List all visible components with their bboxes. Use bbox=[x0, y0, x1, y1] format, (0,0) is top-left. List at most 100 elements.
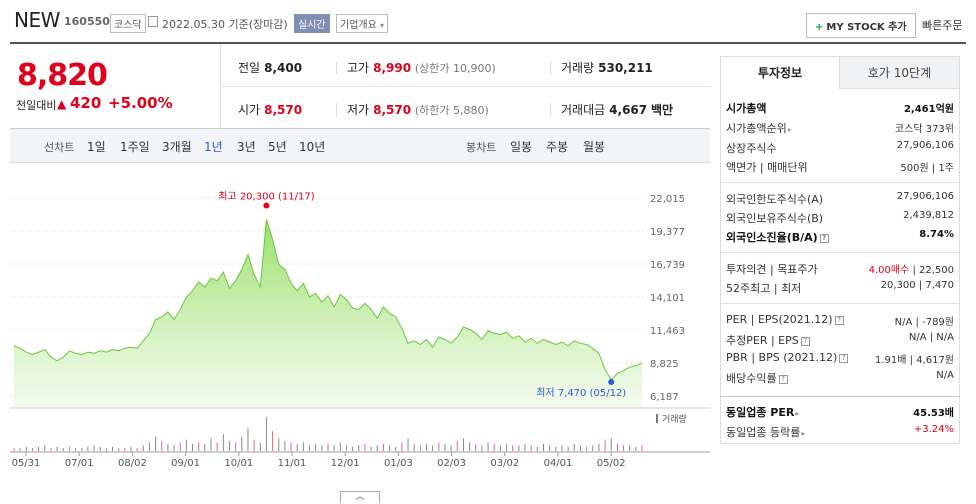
y-tick-label: 14,101 bbox=[650, 293, 685, 304]
stock-name: NEW bbox=[14, 8, 60, 32]
volume-bar bbox=[161, 441, 163, 451]
volume-bar bbox=[586, 446, 588, 451]
volume-bar bbox=[228, 441, 230, 451]
volume-bar bbox=[167, 443, 169, 451]
tab-invest-info[interactable]: 투자정보 bbox=[721, 57, 839, 89]
x-tick-label: 05/02 bbox=[597, 458, 626, 469]
max-point bbox=[263, 202, 270, 209]
current-price: 8,820 bbox=[17, 58, 108, 93]
period-1y-button[interactable]: 1년 bbox=[204, 140, 223, 154]
chevron-right-icon: ▸ bbox=[801, 429, 806, 438]
price-chart[interactable]: 22,015 19,377 16,739 14,101 11,463 8,825 6,187… bbox=[10, 164, 710, 504]
period-10y-button[interactable]: 10년 bbox=[299, 140, 326, 154]
volume-bar bbox=[38, 446, 40, 451]
period-3y-button[interactable]: 3년 bbox=[237, 140, 256, 154]
add-mystock-label: MY STOCK 추가 bbox=[826, 22, 907, 33]
volume-bar bbox=[185, 439, 187, 451]
volume-bar bbox=[136, 448, 138, 451]
up-triangle-icon: ▲ bbox=[57, 97, 67, 111]
price-area bbox=[14, 219, 642, 408]
volume-bar bbox=[481, 445, 483, 451]
period-3m-button[interactable]: 3개월 bbox=[162, 140, 192, 154]
candle-monthly-button[interactable]: 월봉 bbox=[583, 140, 606, 154]
period-5y-button[interactable]: 5년 bbox=[268, 140, 287, 154]
volume-bar bbox=[370, 446, 372, 451]
realtime-button[interactable]: 실시간 bbox=[294, 14, 330, 33]
chart-expand-button[interactable]: ︿ bbox=[340, 491, 380, 503]
volume-bar bbox=[573, 443, 575, 451]
volume-bar bbox=[105, 448, 107, 451]
volume-bar bbox=[99, 446, 101, 451]
help-icon: ? bbox=[800, 337, 810, 346]
candle-daily-button[interactable]: 일봉 bbox=[510, 140, 533, 154]
volume-bar bbox=[155, 436, 157, 451]
tab-hoga[interactable]: 호가 10단계 bbox=[839, 57, 959, 89]
volume-bar bbox=[290, 442, 292, 451]
volume-bar bbox=[462, 438, 464, 451]
divider bbox=[220, 86, 710, 87]
quick-order-link[interactable]: 빠른주문 bbox=[922, 19, 963, 32]
volume-bar bbox=[450, 445, 452, 451]
volume-bar bbox=[456, 441, 458, 451]
volume-bar bbox=[259, 442, 261, 451]
volume: 거래량 530,211 bbox=[561, 61, 653, 75]
chevron-right-icon: ▸ bbox=[787, 125, 792, 134]
volume-bar bbox=[579, 445, 581, 451]
volume-bar bbox=[31, 448, 33, 451]
company-overview-dropdown[interactable]: 기업개요 ▾ bbox=[336, 14, 389, 33]
volume-bar bbox=[610, 438, 612, 451]
help-icon: ? bbox=[819, 234, 829, 243]
add-mystock-button[interactable]: + MY STOCK 추가 bbox=[806, 13, 916, 38]
volume-bar bbox=[438, 442, 440, 451]
divider bbox=[720, 396, 960, 397]
divider bbox=[336, 61, 337, 75]
calendar-icon bbox=[148, 16, 158, 27]
volume-bar bbox=[327, 443, 329, 451]
plus-icon: + bbox=[815, 22, 824, 33]
max-label: 최고 20,300 (11/17) bbox=[218, 190, 314, 202]
volume-bar bbox=[524, 443, 526, 451]
help-icon: ? bbox=[778, 375, 788, 384]
volume-bar bbox=[87, 446, 89, 451]
volume-bar bbox=[142, 445, 144, 451]
volume-bar bbox=[118, 448, 120, 451]
period-1w-button[interactable]: 1주일 bbox=[120, 140, 150, 154]
volume-bar bbox=[68, 446, 70, 451]
volume-bar bbox=[56, 446, 58, 451]
volume-bar bbox=[561, 445, 563, 451]
volume-bar bbox=[635, 446, 637, 451]
volume-bar bbox=[518, 445, 520, 451]
volume-bar bbox=[19, 448, 21, 451]
x-tick-label: 08/02 bbox=[118, 458, 147, 469]
volume-bar bbox=[222, 434, 224, 451]
trade-amount: 거래대금 4,667 백만 bbox=[561, 103, 674, 117]
volume-bar bbox=[235, 442, 237, 451]
volume-bar bbox=[493, 443, 495, 451]
volume-bar bbox=[315, 443, 317, 451]
divider bbox=[721, 303, 959, 304]
volume-bar bbox=[475, 443, 477, 451]
volume-bar bbox=[395, 446, 397, 451]
min-point bbox=[608, 378, 615, 385]
volume-bar bbox=[333, 445, 335, 451]
low-price: 저가 8,570 (하한가 5,880) bbox=[347, 103, 489, 117]
y-tick-label: 16,739 bbox=[650, 260, 685, 271]
volume-bar bbox=[44, 445, 46, 451]
volume-bar bbox=[272, 431, 274, 451]
volume-bar bbox=[210, 438, 212, 451]
volume-bar bbox=[407, 438, 409, 451]
candle-weekly-button[interactable]: 주봉 bbox=[546, 140, 569, 154]
open-price: 시가 8,570 bbox=[238, 103, 303, 117]
volume-bar bbox=[192, 443, 194, 451]
volume-bar bbox=[173, 445, 175, 451]
divider bbox=[721, 252, 959, 253]
volume-bar bbox=[444, 443, 446, 451]
volume-bar bbox=[358, 445, 360, 451]
period-1d-button[interactable]: 1일 bbox=[87, 140, 106, 154]
volume-bar bbox=[148, 442, 150, 451]
volume-bar bbox=[432, 445, 434, 451]
volume-bar bbox=[284, 441, 286, 451]
volume-bar bbox=[629, 445, 631, 451]
market-badge: 코스닥 bbox=[110, 14, 146, 33]
volume-bar bbox=[512, 445, 514, 451]
